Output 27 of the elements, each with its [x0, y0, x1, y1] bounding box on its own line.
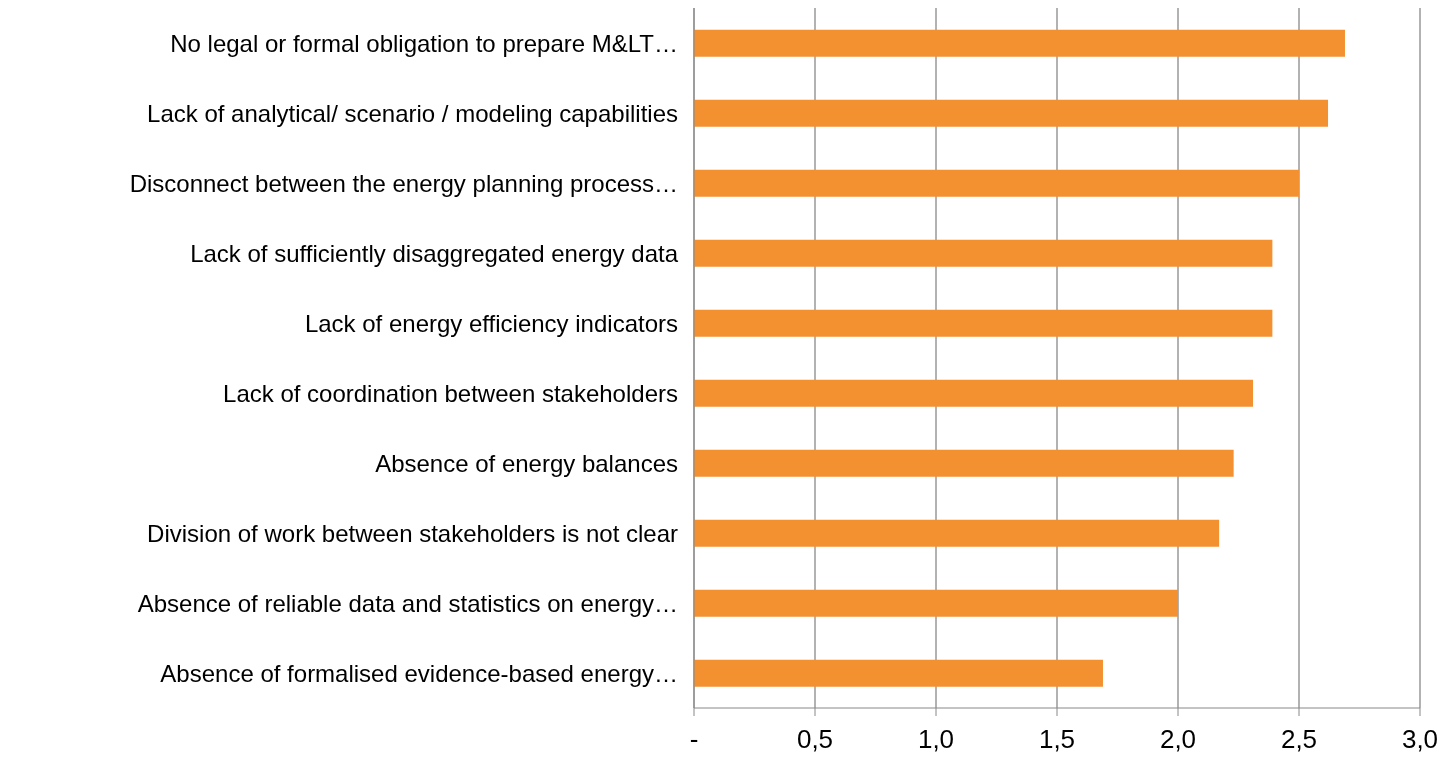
y-tick-label: Absence of energy balances	[375, 449, 678, 477]
bar	[694, 29, 1345, 57]
y-tick-label: No legal or formal obligation to prepare M&LT…	[170, 29, 678, 57]
y-tick-label: Absence of formalised evidence-based energy…	[160, 659, 678, 687]
bar	[694, 169, 1299, 197]
x-tick-label: 2,5	[1280, 724, 1318, 755]
bar	[694, 589, 1178, 617]
y-tick-label: Disconnect between the energy planning process…	[129, 169, 678, 197]
y-tick-label: Lack of analytical/ scenario / modeling capabilities	[147, 99, 678, 127]
x-tick-label: -	[689, 724, 699, 755]
bar	[694, 659, 1103, 687]
bar	[694, 379, 1254, 407]
x-tick-label: 2,0	[1159, 724, 1197, 755]
x-tick-label: 3,0	[1401, 724, 1439, 755]
bar	[694, 99, 1329, 127]
y-tick-label: Absence of reliable data and statistics on energy…	[137, 589, 678, 617]
bar	[694, 449, 1234, 477]
y-tick-label: Lack of energy efficiency indicators	[304, 309, 678, 337]
bar	[694, 309, 1273, 337]
bar	[694, 519, 1220, 547]
x-tick-label: 1,5	[1038, 724, 1076, 755]
y-tick-label: Division of work between stakeholders is not clear	[147, 519, 678, 547]
x-tick-label: 1,0	[917, 724, 955, 755]
y-tick-label: Lack of coordination between stakeholders	[223, 379, 678, 407]
bar	[694, 239, 1273, 267]
y-tick-label: Lack of sufficiently disaggregated energy data	[190, 239, 679, 267]
x-tick-label: 0,5	[796, 724, 834, 755]
